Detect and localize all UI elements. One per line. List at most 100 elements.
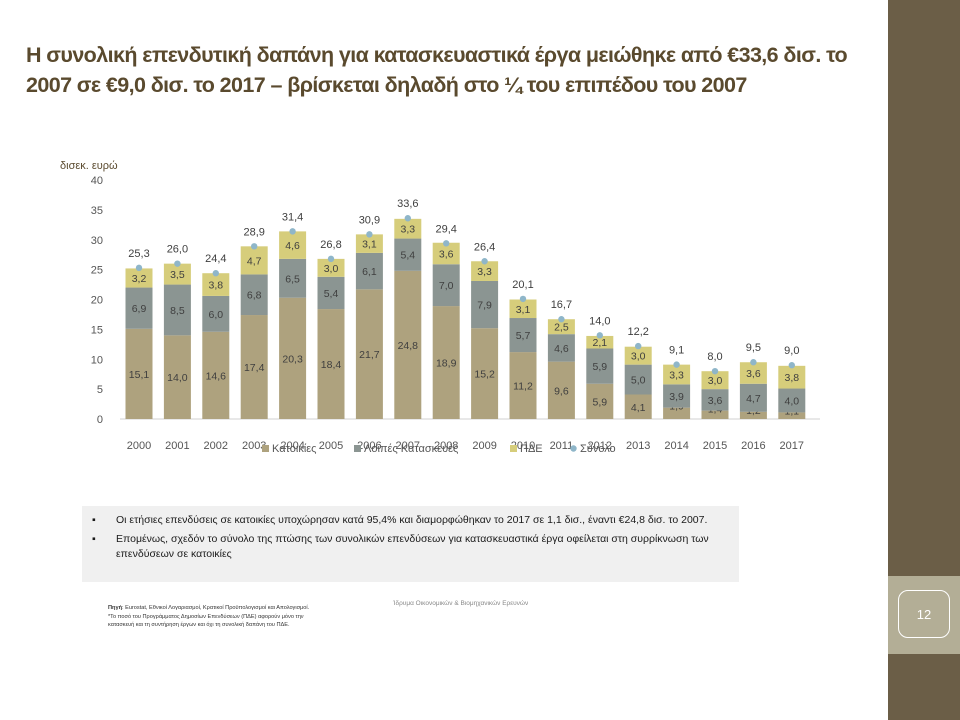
bar-pde [432,242,460,265]
legend-swatch [354,445,361,452]
bar-pde [509,299,537,319]
total-label: 9,1 [669,345,684,357]
source-text: : Eurostat, Εθνικοί Λογαριασμοί, Κρατικο… [108,605,310,629]
total-label: 25,3 [128,248,149,260]
bar-housing [547,361,575,419]
x-tick-label: 2005 [319,440,343,452]
data-label-pde: 3,3 [477,266,492,278]
total-label: 20,1 [512,279,533,291]
total-label: 30,9 [359,214,380,226]
data-label-pde: 2,5 [554,322,569,334]
total-marker [251,243,258,250]
bar-pde [624,346,652,365]
data-label-pde: 3,8 [208,280,223,292]
bar-housing [663,407,691,419]
data-label-pde: 3,6 [746,368,761,380]
data-label-pde: 4,7 [247,255,262,267]
bar-pde [240,246,268,275]
x-tick-label: 2012 [588,440,612,452]
total-label: 24,4 [205,253,226,265]
data-label-housing: 15,2 [474,369,495,381]
data-label-pde: 4,6 [285,240,300,252]
total-marker [673,361,680,368]
data-label-other: 8,5 [170,305,185,317]
data-label-housing: 14,6 [206,370,227,382]
data-label-pde: 3,3 [669,369,684,381]
total-marker [443,240,450,247]
y-tick-label: 20 [91,295,103,307]
total-label: 8,0 [707,351,722,363]
x-tick-label: 2016 [741,440,765,452]
bar-housing [509,352,537,419]
data-label-pde: 3,0 [708,375,723,387]
data-label-housing: 20,3 [282,353,303,365]
bar-other [624,364,652,395]
bar-other [663,384,691,408]
bar-housing [202,331,230,419]
total-label: 33,6 [397,198,418,210]
bar-pde [586,335,614,349]
bar-housing [163,335,191,419]
x-tick-label: 2008 [434,440,458,452]
bar-housing [739,411,767,419]
bar-pde [663,364,691,385]
bar-other [586,348,614,384]
x-tick-label: 2003 [242,440,266,452]
slide-title: Η συνολική επενδυτική δαπάνη για κατασκε… [26,43,848,97]
bar-other [394,238,422,271]
total-marker [135,264,143,272]
y-tick-label: 0 [97,414,103,426]
data-label-housing: 11,2 [513,381,533,393]
data-label-other: 5,4 [324,288,339,300]
total-label: 9,5 [746,342,761,354]
total-marker [596,332,603,339]
data-label-housing: 15,1 [129,369,150,381]
bar-pde [279,231,307,259]
total-label: 26,4 [474,241,495,253]
data-label-other: 3,9 [669,391,684,403]
note-item: ▪ Οι ετήσιες επενδύσεις σε κατοικίες υπο… [92,513,727,528]
data-label-other: 6,9 [132,303,147,315]
total-label: 12,2 [627,326,648,338]
x-tick-label: 2013 [626,440,650,452]
bar-pde [701,371,729,390]
data-label-housing: 9,6 [554,385,569,397]
bar-housing [432,306,460,419]
bar-housing [624,394,652,419]
legend-label: ΠΔΕ [520,443,543,455]
bar-other [355,252,383,290]
bar-housing [355,289,383,419]
bar-housing [778,412,806,419]
data-label-other: 5,9 [592,361,607,373]
legend-label: Σύνολο [580,443,616,455]
bar-other [471,280,499,329]
x-tick-label: 2014 [664,440,688,452]
x-tick-label: 2009 [472,440,496,452]
data-label-pde: 3,1 [362,239,377,251]
total-marker [404,215,411,222]
data-label-other: 6,0 [208,309,223,321]
bar-housing [125,328,153,419]
note-text: Οι ετήσιες επενδύσεις σε κατοικίες υποχώ… [116,514,708,526]
data-label-pde: 3,0 [324,263,339,275]
data-label-pde: 2,1 [592,337,607,349]
bar-pde [778,365,806,389]
bar-other [317,276,345,310]
bullet-icon: ▪ [92,514,96,526]
bar-pde [394,218,422,239]
data-label-other: 5,4 [400,250,415,262]
source-note: Πηγή: Eurostat, Εθνικοί Λογαριασμοί, Κρα… [108,604,313,630]
total-marker [750,359,757,366]
data-label-other: 4,7 [746,393,761,405]
bar-pde [471,261,499,281]
legend-swatch [510,445,517,452]
total-label: 16,7 [551,299,572,311]
x-tick-label: 2006 [357,440,381,452]
data-label-pde: 3,5 [170,269,185,281]
bar-pde [355,234,383,253]
bar-pde [202,273,230,296]
y-tick-label: 10 [91,354,103,366]
data-label-other: 7,0 [439,280,454,292]
data-label-pde: 3,2 [132,273,147,285]
bar-housing [240,315,268,419]
